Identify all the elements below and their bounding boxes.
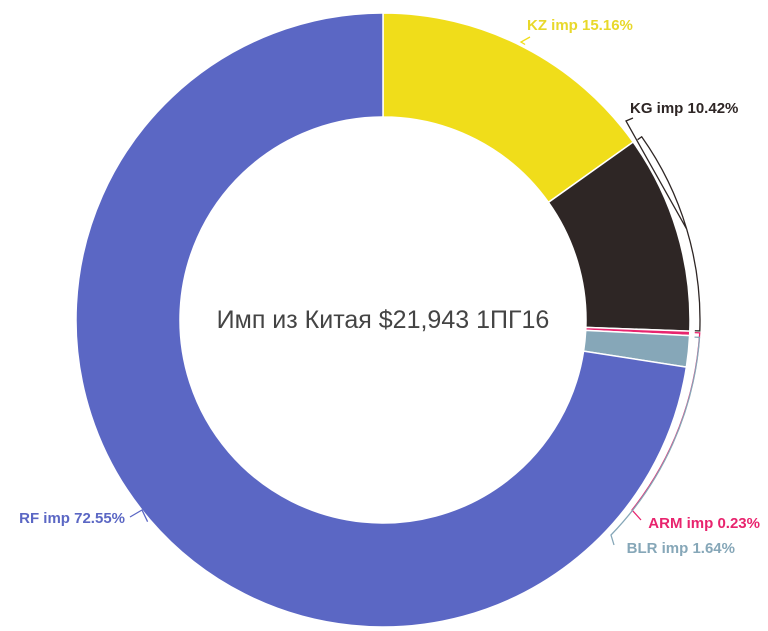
data-label: ARM imp 0.23% — [648, 515, 760, 532]
chart-title: Имп из Китая $21,943 1ПГ16 — [217, 306, 550, 334]
data-label: BLR imp 1.64% — [627, 540, 735, 557]
leader-line — [519, 36, 531, 46]
data-label: RF imp 72.55% — [19, 510, 125, 527]
slice-rf — [75, 12, 688, 628]
leader-line — [625, 117, 701, 332]
data-label: KG imp 10.42% — [630, 100, 738, 117]
leader-line — [129, 509, 149, 522]
data-label: KZ imp 15.16% — [527, 17, 633, 34]
leader-line — [610, 336, 701, 546]
